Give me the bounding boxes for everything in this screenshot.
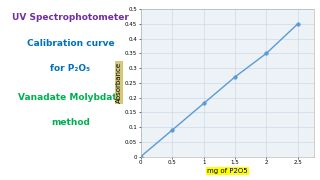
Text: Calibration curve: Calibration curve (27, 39, 114, 48)
Text: method: method (51, 118, 90, 127)
Y-axis label: Absorbance: Absorbance (116, 62, 122, 103)
Text: UV Spectrophotometer: UV Spectrophotometer (12, 14, 129, 22)
X-axis label: mg of P2O5: mg of P2O5 (207, 168, 247, 174)
Text: Vanadate Molybdate: Vanadate Molybdate (18, 93, 123, 102)
Text: for P₂O₅: for P₂O₅ (50, 64, 91, 73)
